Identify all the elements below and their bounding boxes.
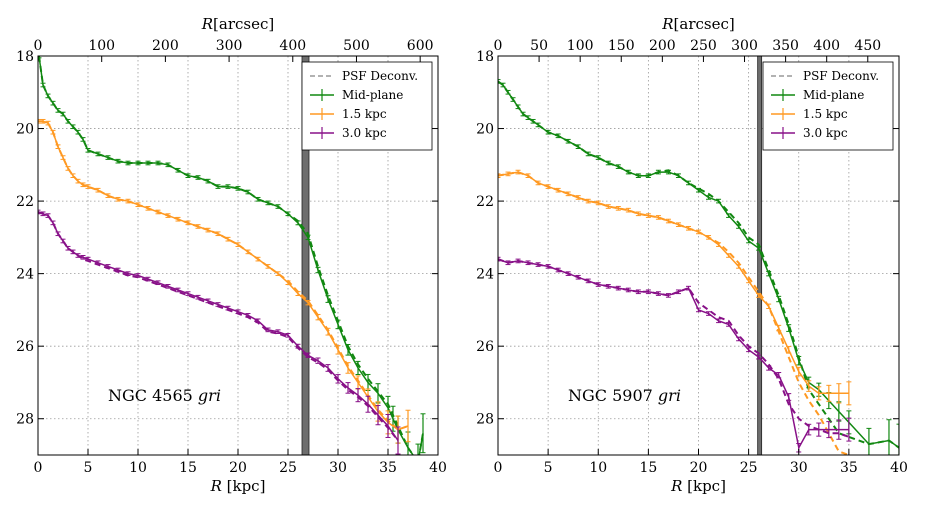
legend-entry: 3.0 kpc [342, 126, 387, 140]
top-tick-label: 250 [690, 38, 717, 54]
legend-entry: Mid-plane [803, 88, 864, 102]
y-tick-label: 20 [16, 122, 34, 138]
top-tick-label: 450 [854, 38, 881, 54]
series-3-0-kpc [38, 209, 401, 455]
x-tick-label: 5 [544, 460, 553, 476]
x-tick-label: 40 [890, 460, 908, 476]
series-line [38, 56, 424, 455]
top-tick-label: 100 [88, 38, 115, 54]
top-axis-label-var: R [661, 15, 673, 33]
x-tick-label: 15 [179, 460, 197, 476]
top-tick-label: 300 [216, 38, 243, 54]
chart-panel-1: 0 5 10 15 20 25 30 35 40 18 20 22 24 26 28 0 100 200 300 40… [16, 15, 447, 495]
plot-area [38, 56, 426, 455]
galaxy-annotation: NGC 5907 gri [568, 386, 681, 405]
x-axis-label: R [kpc] [210, 477, 266, 495]
psf-deconv-line [498, 171, 850, 455]
top-tick-label: 600 [407, 38, 434, 54]
y-tick-label: 18 [476, 49, 494, 65]
series-1-5-kpc [38, 118, 411, 444]
top-tick-label: 200 [152, 38, 179, 54]
legend-entry: 1.5 kpc [342, 107, 387, 121]
chart-panel-2: 0 5 10 15 20 25 30 35 40 18 20 22 24 26 28 0 50 100 150 200… [476, 15, 908, 495]
top-tick-label: 150 [608, 38, 635, 54]
legend-entry: PSF Deconv. [803, 69, 879, 83]
top-axis-label-unit: [arcsec] [674, 15, 735, 33]
top-tick-label: 100 [567, 38, 594, 54]
top-tick-label: 350 [772, 38, 799, 54]
legend-entry: PSF Deconv. [342, 69, 418, 83]
series-3-0-kpc [498, 256, 852, 453]
top-axis-label: R[arcsec] [661, 15, 735, 33]
x-axis-label-unit: [kpc] [222, 477, 266, 495]
series-line [498, 171, 849, 395]
y-tick-label: 28 [476, 412, 494, 428]
x-tick-label: 25 [740, 460, 758, 476]
plot-area [498, 79, 899, 455]
y-tick-label: 22 [476, 194, 494, 210]
top-tick-label: 300 [731, 38, 758, 54]
top-tick-label: 0 [494, 38, 503, 54]
top-tick-label: 50 [530, 38, 548, 54]
y-tick-label: 18 [16, 49, 34, 65]
x-tick-label: 30 [329, 460, 347, 476]
series-mid-plane [38, 56, 426, 455]
x-axis-label: R [kpc] [670, 477, 726, 495]
top-axis-label-unit: [arcsec] [213, 15, 274, 33]
galaxy-name: NGC 4565 [108, 386, 198, 405]
y-tick-label: 24 [16, 267, 34, 283]
psf-deconv-line [38, 211, 399, 442]
top-tick-label: 200 [649, 38, 676, 54]
x-tick-label: 35 [379, 460, 397, 476]
series-line [38, 211, 399, 441]
x-tick-label: 0 [34, 460, 43, 476]
x-tick-label: 30 [790, 460, 808, 476]
galaxy-annotation: NGC 4565 gri [108, 386, 221, 405]
x-tick-label: 20 [690, 460, 708, 476]
legend-entry: 1.5 kpc [803, 107, 848, 121]
series-line [498, 258, 849, 450]
psf-deconv-line [38, 120, 409, 431]
x-tick-label: 10 [589, 460, 607, 476]
legend-entry: Mid-plane [342, 88, 403, 102]
top-tick-label: 500 [343, 38, 370, 54]
y-tick-label: 22 [16, 194, 34, 210]
y-tick-label: 28 [16, 412, 34, 428]
legend-box [762, 61, 894, 151]
y-tick-label: 26 [16, 339, 34, 355]
y-tick-label: 24 [476, 267, 494, 283]
legend-box [301, 61, 433, 151]
x-tick-label: 20 [229, 460, 247, 476]
x-tick-label: 25 [279, 460, 297, 476]
galaxy-bands: gri [198, 386, 221, 405]
galaxy-name: NGC 5907 [568, 386, 658, 405]
x-axis-label-var: R [670, 477, 682, 495]
top-tick-label: 400 [813, 38, 840, 54]
legend: PSF Deconv. Mid-plane 1.5 kpc 3.0 kpc [762, 61, 894, 151]
x-tick-label: 5 [84, 460, 93, 476]
top-tick-label: 400 [279, 38, 306, 54]
x-tick-label: 0 [494, 460, 503, 476]
legend-entry: 3.0 kpc [803, 126, 848, 140]
y-tick-label: 26 [476, 339, 494, 355]
top-axis-label: R[arcsec] [201, 15, 275, 33]
top-axis-label-var: R [201, 15, 213, 33]
x-tick-label: 35 [840, 460, 858, 476]
galaxy-bands: gri [658, 386, 681, 405]
series-line [38, 120, 409, 431]
y-tick-label: 20 [476, 122, 494, 138]
x-tick-label: 40 [429, 460, 447, 476]
series-1-5-kpc [498, 169, 852, 455]
x-axis-label-var: R [210, 477, 222, 495]
top-tick-label: 0 [34, 38, 43, 54]
legend: PSF Deconv. Mid-plane 1.5 kpc 3.0 kpc [301, 61, 433, 151]
x-tick-label: 10 [129, 460, 147, 476]
x-axis-label-unit: [kpc] [682, 477, 726, 495]
x-tick-label: 15 [639, 460, 657, 476]
